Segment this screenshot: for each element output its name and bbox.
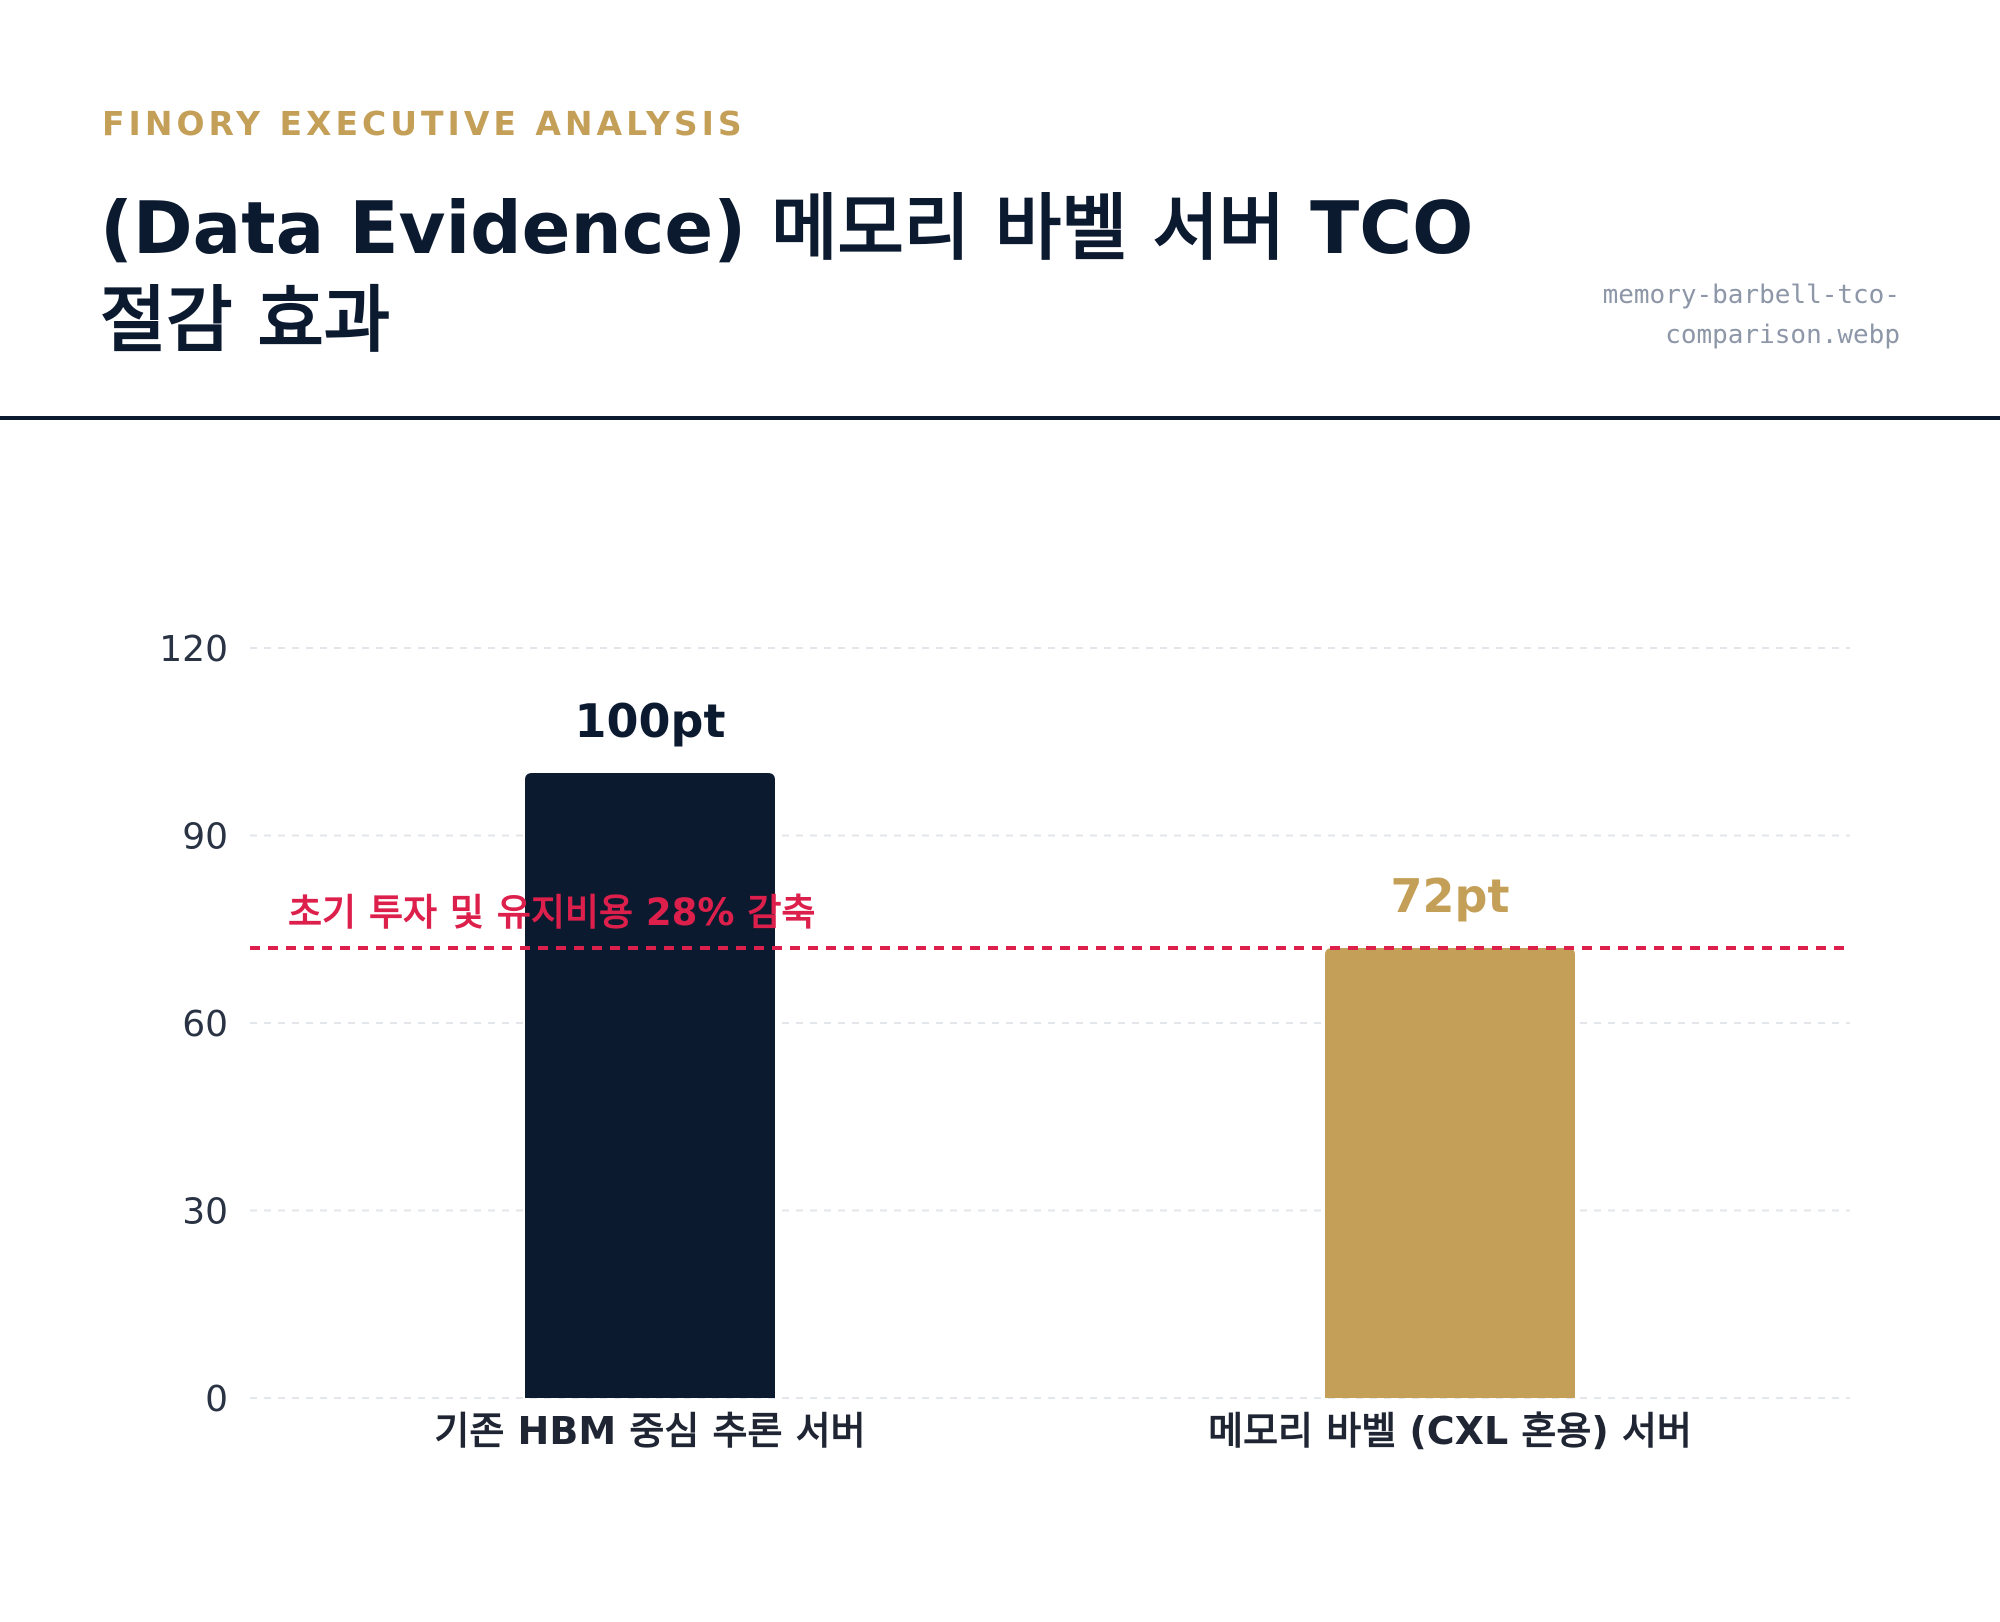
x-category-label: 기존 HBM 중심 추론 서버: [434, 1409, 865, 1453]
x-category-label: 메모리 바벨 (CXL 혼용) 서버: [1208, 1409, 1692, 1453]
y-tick-label: 60: [182, 1004, 228, 1045]
bar-value-label: 72pt: [1391, 869, 1510, 923]
y-tick-label: 120: [159, 629, 228, 670]
file-name-label: memory-barbell-tco-comparison.webp: [1602, 280, 1900, 350]
page-title: (Data Evidence) 메모리 바벨 서버 TCO 절감 효과: [100, 186, 1474, 362]
bar-2: [1325, 948, 1575, 1398]
y-tick-label: 0: [205, 1379, 228, 1420]
y-tick-label: 30: [182, 1192, 228, 1233]
bar-value-label: 100pt: [575, 694, 726, 748]
bar-1: [525, 773, 775, 1398]
y-tick-label: 90: [182, 817, 228, 858]
report-kicker: FINORY EXECUTIVE ANALYSIS: [102, 104, 746, 143]
header-divider: [0, 416, 2000, 420]
reference-line-label: 초기 투자 및 유지비용 28% 감축: [288, 891, 815, 934]
